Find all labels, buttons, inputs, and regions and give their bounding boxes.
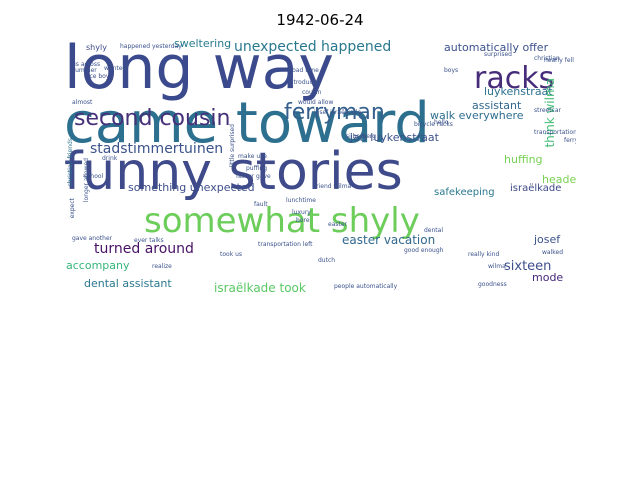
cloud-word: wanted	[104, 65, 127, 72]
cloud-word: nearly fell	[544, 57, 574, 64]
cloud-word: automatically offer	[444, 41, 549, 54]
cloud-word: transportation left	[258, 241, 313, 248]
cloud-word: transportation	[534, 129, 576, 136]
cloud-word: josef israëlkade	[314, 109, 362, 116]
cloud-word: turned around	[94, 241, 194, 257]
cloud-word: dental assistant	[84, 277, 172, 290]
cloud-word: longer allowed	[83, 158, 90, 203]
cloud-word: ferry	[564, 137, 576, 144]
cloud-word: good enough	[404, 247, 444, 254]
cloud-word: fault	[254, 201, 268, 208]
chart-title: 1942-06-24	[276, 11, 364, 29]
cloud-word: summer	[72, 67, 97, 74]
cloud-word: almost	[72, 99, 93, 106]
cloud-word: israëlkade took	[214, 281, 306, 294]
cloud-word: headed	[542, 173, 576, 186]
cloud-word: make use	[238, 153, 268, 160]
cloud-word: nice boy	[84, 73, 110, 80]
cloud-word: surprised	[484, 51, 512, 58]
cloud-word: people automatically	[334, 283, 398, 290]
cloud-word: happened yesterday	[120, 43, 182, 50]
cloud-word: josef	[534, 233, 561, 246]
cloud-word: huffing	[504, 153, 543, 166]
cloud-word: walk everywhere	[430, 109, 524, 122]
cloud-word: us across	[72, 61, 101, 68]
cloud-word: bicycle racks	[414, 121, 453, 128]
cloud-word: father gave	[236, 173, 271, 180]
cloud-word: unexpected happened	[234, 39, 392, 55]
cloud-word: easter vacation	[342, 233, 436, 247]
cloud-word: lunchtime	[286, 197, 316, 204]
cloud-word: little surprised	[229, 124, 236, 168]
cloud-word: bore	[296, 217, 310, 224]
cloud-word: israëlkade	[510, 183, 562, 194]
cloud-word: sixteen	[504, 259, 552, 274]
cloud-word: dutch	[318, 257, 336, 264]
cloud-word: mode	[532, 271, 564, 284]
cloud-word: would allow	[298, 99, 334, 106]
word-cloud-panel: long way came toward funny stories somewhat…	[64, 38, 576, 294]
cloud-word: introduced	[288, 79, 321, 86]
cloud-word: funny stories	[64, 142, 403, 202]
cloud-word: accompany	[66, 259, 130, 272]
cloud-word: ever talks	[134, 237, 164, 244]
cloud-word: really kind	[468, 251, 500, 258]
cloud-word: bad time	[292, 67, 319, 74]
cloud-word: puffing	[246, 165, 268, 172]
cloud-word: safekeeping	[434, 187, 495, 198]
cloud-word: school	[84, 173, 104, 180]
cloud-word: shyly	[86, 43, 107, 52]
cloud-word: somewhat shyly	[144, 201, 420, 241]
cloud-word: came toward	[64, 91, 430, 156]
cloud-word: cousin	[302, 89, 322, 96]
cloud-word: dental	[424, 227, 443, 234]
cloud-word: racks	[474, 61, 555, 96]
cloud-word: luykenstraat	[484, 85, 553, 98]
cloud-word: christian	[534, 55, 560, 62]
cloud-word: christian friends	[67, 138, 74, 187]
cloud-word: assistant	[472, 99, 522, 112]
cloud-word: realize	[152, 263, 172, 270]
cloud-word: boys	[444, 67, 459, 74]
cloud-word: hello	[434, 119, 449, 126]
cloud-word: long way	[64, 38, 334, 103]
cloud-word: walked	[542, 249, 564, 256]
cloud-word: streetcar	[534, 107, 561, 114]
cloud-word: wilma	[488, 263, 506, 270]
cloud-word: stadstimmertuinen	[90, 141, 224, 157]
cloud-word: friend wilma	[314, 183, 352, 190]
cloud-word: ferryman	[284, 100, 385, 125]
cloud-word: sweltering	[174, 38, 232, 50]
cloud-word: second cousin	[74, 106, 231, 131]
cloud-word: took us	[220, 251, 243, 258]
cloud-word: luxury	[292, 209, 311, 216]
cloud-word: something unexpected	[128, 181, 255, 194]
cloud-word: jan luykenstraat	[350, 131, 439, 144]
cloud-word: goodness	[478, 281, 507, 288]
cloud-word: drink	[102, 155, 118, 162]
cloud-word: expect	[69, 198, 76, 219]
cloud-word: easter	[328, 221, 348, 228]
cloud-word: silberberg	[346, 133, 377, 140]
cloud-word: gave another	[72, 235, 113, 242]
